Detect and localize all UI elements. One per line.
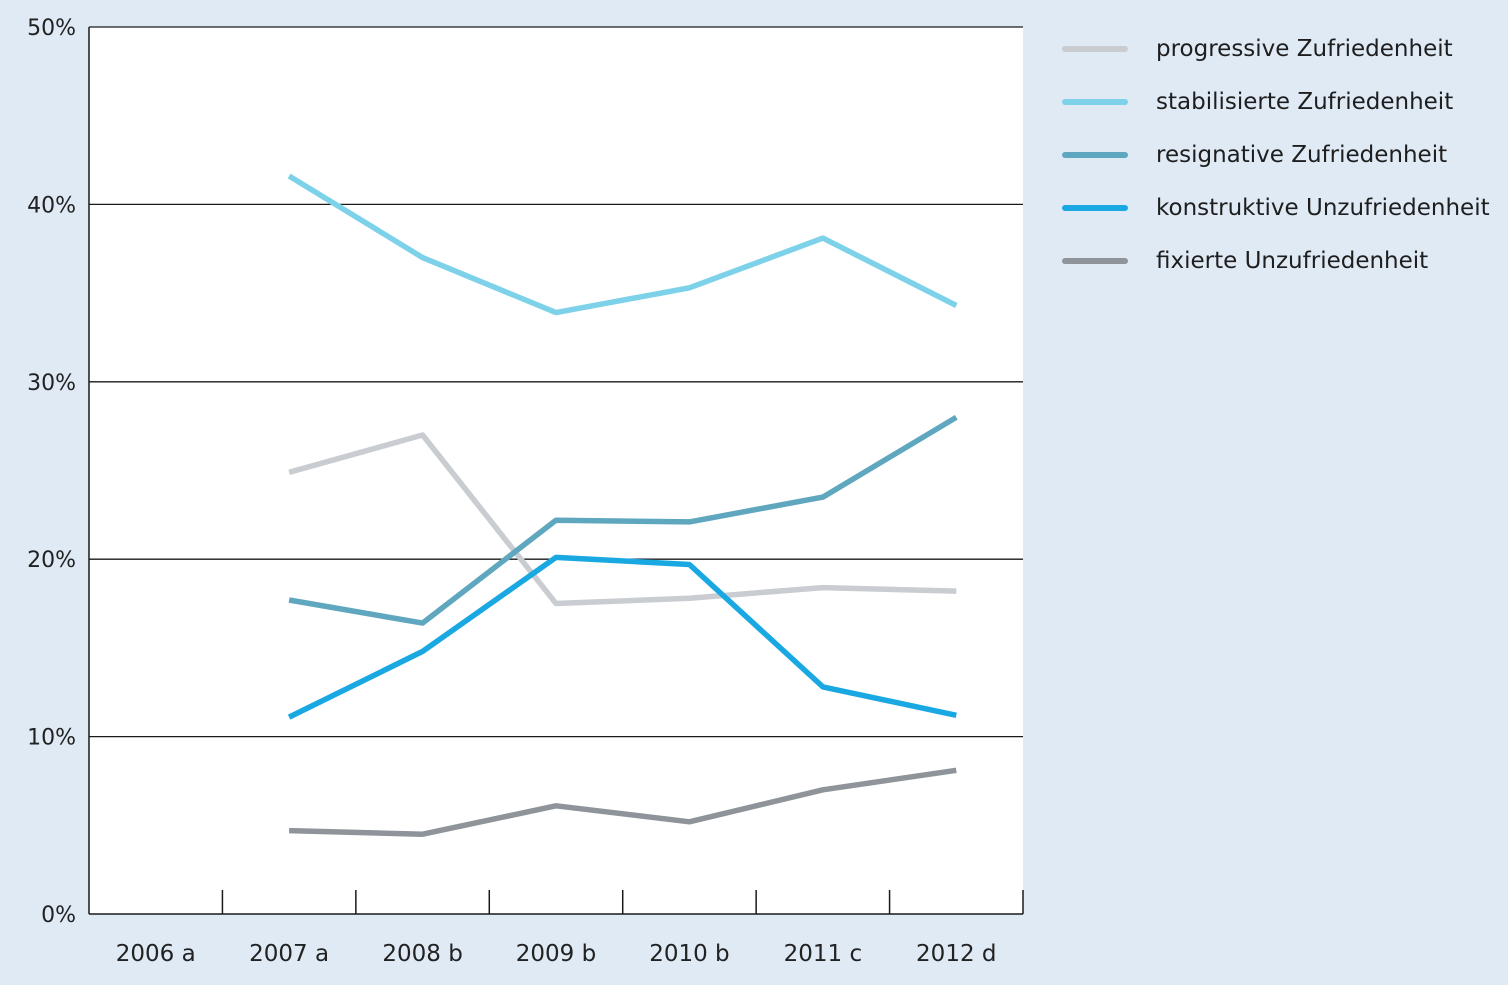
y-tick-label: 50% [27,16,76,41]
legend-item: stabilisierte Zufriedenheit [1062,75,1502,128]
y-tick-label: 10% [27,726,76,751]
legend: progressive Zufriedenheit stabilisierte … [1062,22,1502,287]
x-tick-label: 2012 d [916,941,996,967]
x-tick-label: 2011 c [784,941,863,967]
legend-item: fixierte Unzufriedenheit [1062,234,1502,287]
x-tick-label: 2008 b [382,941,462,967]
legend-label: resignative Zufriedenheit [1156,141,1448,168]
legend-item: progressive Zufriedenheit [1062,22,1502,75]
y-axis-ticks: 0% 10% 20% 30% 40% 50% [27,16,76,928]
y-tick-label: 30% [27,371,76,396]
y-tick-label: 20% [27,548,76,573]
x-tick-label: 2010 b [649,941,729,967]
x-tick-label: 2006 a [116,941,196,967]
series-line [288,432,957,607]
x-tick-label: 2009 b [516,941,596,967]
x-tick-label: 2007 a [249,941,329,967]
legend-item: resignative Zufriedenheit [1062,128,1502,181]
series-line [289,767,957,837]
y-tick-label: 40% [27,193,76,218]
legend-swatch [1062,204,1128,211]
series-line [287,173,958,316]
legend-label: fixierte Unzufriedenheit [1156,247,1429,274]
legend-swatch [1062,257,1128,264]
legend-label: progressive Zufriedenheit [1156,35,1453,62]
series-line [288,414,958,626]
legend-swatch [1062,98,1128,105]
legend-item: konstruktive Unzufriedenheit [1062,181,1502,234]
legend-label: stabilisierte Zufriedenheit [1156,88,1454,115]
series-lines [287,173,958,837]
legend-label: konstruktive Unzufriedenheit [1156,194,1490,221]
legend-swatch [1062,45,1128,52]
series-line [287,554,957,720]
x-axis: 2006 a 2007 a 2008 b 2009 b 2010 b 2011 c 2012… [88,27,1024,967]
y-tick-label: 0% [41,903,76,928]
legend-swatch [1062,151,1128,158]
